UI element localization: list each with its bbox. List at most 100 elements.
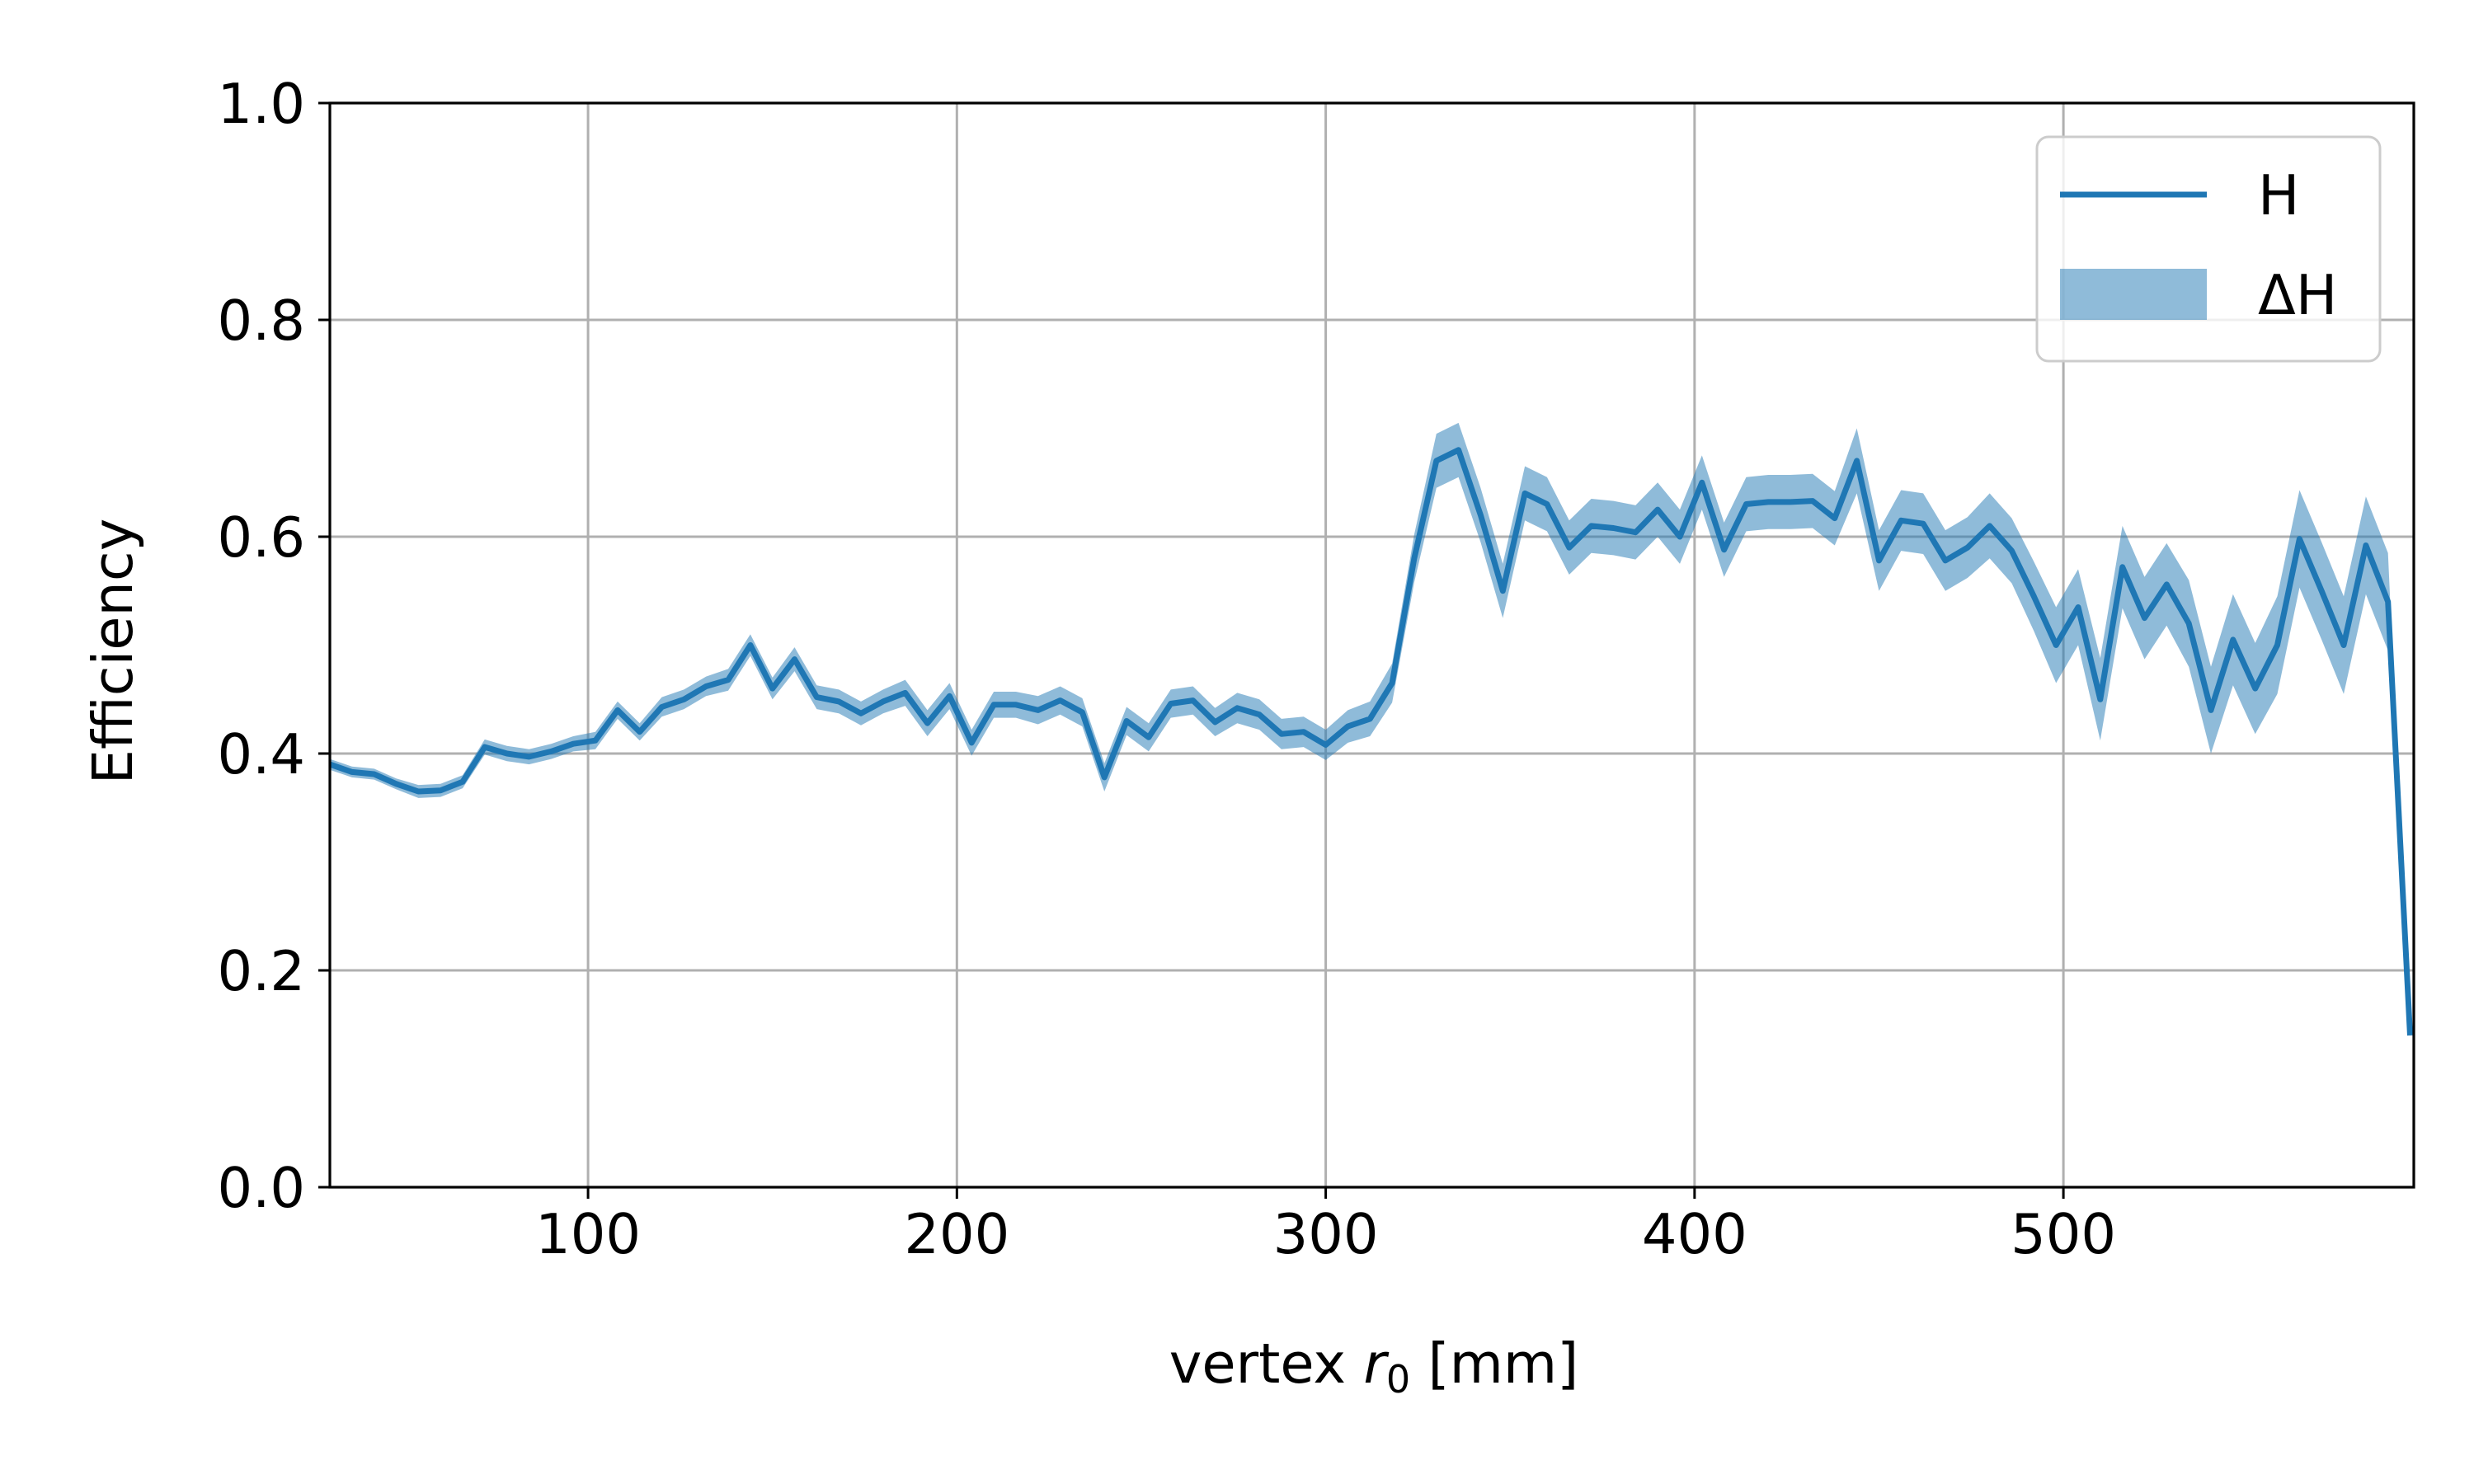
data-point: [1502, 589, 1504, 592]
data-point: [2364, 544, 2367, 547]
y-tick-label: 0.8: [217, 289, 305, 353]
legend-box: [2035, 135, 2382, 363]
data-point: [2409, 1034, 2411, 1036]
data-point: [2321, 589, 2323, 592]
data-point: [1634, 531, 1637, 533]
data-point: [2276, 644, 2279, 646]
data-point: [1745, 503, 1747, 505]
data-point: [1966, 547, 1968, 549]
ticks: 100 200 300 400 500 0.0 0.2 0.4 0.6 0.8 1.0: [217, 72, 2116, 1266]
error-band-delta-h: [330, 422, 2411, 1036]
data-point: [771, 688, 774, 690]
data-point: [993, 703, 995, 706]
data-point: [1878, 559, 1880, 561]
data-point: [1479, 514, 1482, 516]
data-point: [2343, 644, 2345, 646]
data-point: [1147, 736, 1150, 739]
x-axis-label: vertex r0 [mm]: [1169, 1331, 1579, 1402]
data-point: [2077, 606, 2080, 608]
series-line-h: [328, 447, 2413, 1036]
data-point: [1545, 503, 1548, 505]
data-point: [1524, 492, 1526, 495]
data-point: [616, 709, 618, 711]
data-point: [1790, 500, 1792, 503]
data-point: [816, 696, 818, 698]
data-point: [1435, 459, 1437, 462]
data-point: [1369, 717, 1371, 720]
data-point: [1568, 547, 1570, 549]
data-point: [2055, 644, 2058, 646]
data-point: [749, 644, 751, 646]
data-point: [1590, 524, 1592, 527]
data-point: [971, 741, 973, 744]
data-point: [1236, 707, 1239, 709]
x-tick-label: 200: [904, 1202, 1009, 1266]
data-point: [2143, 617, 2146, 619]
data-point: [1812, 500, 1814, 502]
x-tick-label: 500: [2011, 1202, 2116, 1266]
legend: H ΔH: [2035, 135, 2382, 363]
data-point: [1258, 713, 1261, 716]
data-point: [1081, 711, 1084, 714]
data-point: [838, 700, 840, 702]
data-point: [572, 743, 575, 745]
data-point: [1214, 721, 1216, 723]
data-point: [1126, 720, 1128, 722]
data-point: [683, 698, 685, 701]
data-point: [948, 695, 951, 697]
data-point: [2232, 638, 2234, 641]
data-point: [638, 730, 641, 733]
data-point: [1280, 733, 1282, 735]
y-axis-label: Efficiency: [81, 519, 145, 785]
data-point: [1945, 559, 1947, 561]
data-point: [2298, 538, 2301, 540]
data-point: [417, 791, 420, 793]
data-point: [440, 789, 442, 791]
data-point: [1700, 481, 1703, 484]
data-point: [1833, 517, 1836, 519]
data-point: [1723, 548, 1725, 551]
data-point: [882, 700, 884, 702]
data-point: [1856, 459, 1858, 462]
legend-label-delta-h: ΔH: [2258, 263, 2337, 327]
data-point: [550, 750, 553, 753]
data-point: [2387, 600, 2389, 603]
x-tick-label: 300: [1273, 1202, 1379, 1266]
x-tick-label: 400: [1642, 1202, 1747, 1266]
data-point: [904, 692, 906, 694]
data-point: [373, 773, 375, 776]
plot-frame: [328, 101, 2415, 1189]
data-point: [1457, 448, 1460, 451]
data-point: [2166, 583, 2168, 585]
data-point: [2254, 688, 2256, 690]
data-point: [1413, 557, 1415, 560]
y-tick-label: 0.6: [217, 505, 305, 570]
legend-band-swatch: [2060, 269, 2207, 320]
y-tick-label: 0.4: [217, 722, 305, 787]
data-point: [462, 781, 464, 783]
data-point: [1679, 536, 1681, 538]
data-point: [2099, 698, 2101, 701]
data-point: [506, 753, 508, 755]
y-tick-label: 0.2: [217, 939, 305, 1003]
data-point: [1037, 709, 1039, 711]
x-axis-label-symbol: r: [1363, 1331, 1390, 1396]
data-point: [1391, 682, 1394, 684]
data-point: [395, 782, 397, 785]
x-axis-label-unit: [mm]: [1410, 1331, 1578, 1396]
data-point: [1988, 524, 1991, 527]
data-point: [793, 658, 796, 660]
series-line-layer: [328, 447, 2413, 1036]
data-point: [661, 706, 663, 708]
data-point: [595, 740, 597, 742]
data-point: [1347, 726, 1349, 728]
data-point: [1302, 730, 1305, 733]
data-point: [2188, 622, 2190, 625]
data-point: [926, 722, 929, 725]
y-tick-label: 0.0: [217, 1156, 305, 1220]
data-point: [483, 746, 486, 749]
x-axis-label-prefix: vertex: [1169, 1331, 1364, 1396]
data-point: [1169, 702, 1172, 705]
data-point: [705, 685, 708, 688]
